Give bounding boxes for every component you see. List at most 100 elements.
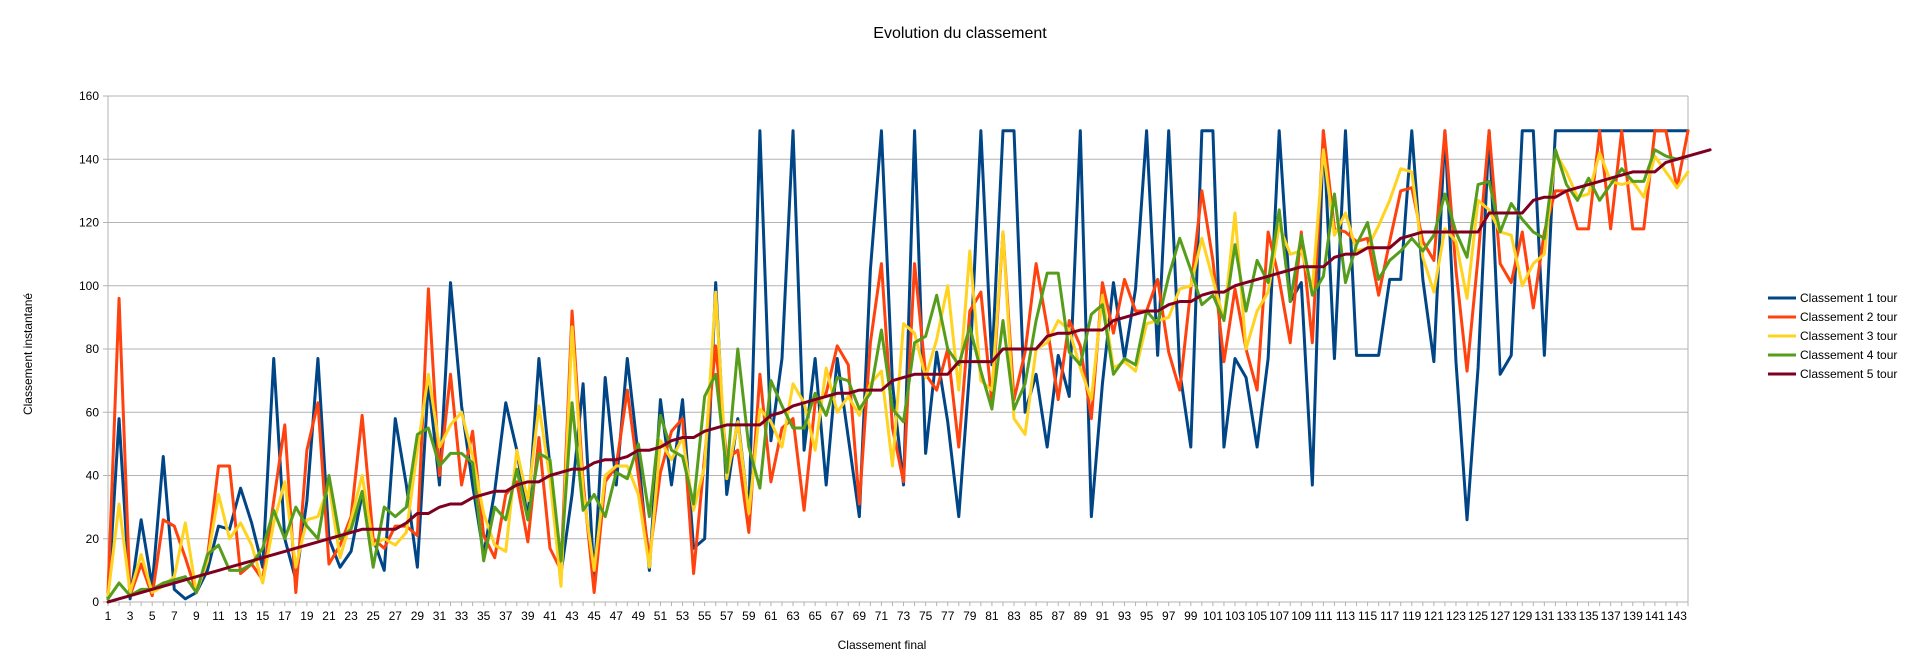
x-tick-label-49: 49 [632, 609, 646, 623]
y-tick-label-140: 140 [79, 152, 99, 166]
x-tick-label-121: 121 [1424, 609, 1444, 623]
x-tick-label-143: 143 [1667, 609, 1687, 623]
x-tick-label-69: 69 [853, 609, 867, 623]
x-tick-label-67: 67 [831, 609, 845, 623]
x-tick-label-123: 123 [1446, 609, 1466, 623]
x-tick-label-73: 73 [897, 609, 911, 623]
y-tick-label-20: 20 [86, 532, 100, 546]
x-tick-label-37: 37 [499, 609, 513, 623]
x-tick-label-103: 103 [1225, 609, 1245, 623]
x-tick-label-113: 113 [1336, 609, 1355, 623]
x-tick-label-131: 131 [1534, 609, 1554, 623]
x-tick-label-109: 109 [1291, 609, 1311, 623]
x-tick-label-55: 55 [698, 609, 712, 623]
legend-label-4: Classement 4 tour [1800, 348, 1897, 362]
y-tick-label-60: 60 [86, 405, 100, 419]
x-tick-label-39: 39 [521, 609, 535, 623]
x-tick-label-13: 13 [234, 609, 248, 623]
x-tick-label-9: 9 [193, 609, 200, 623]
x-tick-label-59: 59 [742, 609, 756, 623]
x-tick-label-91: 91 [1096, 609, 1110, 623]
x-tick-label-33: 33 [455, 609, 469, 623]
x-tick-label-23: 23 [344, 609, 358, 623]
x-tick-label-43: 43 [565, 609, 579, 623]
chart-title: Evolution du classement [873, 25, 1047, 42]
x-tick-label-53: 53 [676, 609, 690, 623]
x-tick-label-31: 31 [433, 609, 447, 623]
x-tick-label-127: 127 [1490, 609, 1510, 623]
series-line-4 [106, 148, 1690, 601]
x-tick-label-63: 63 [786, 609, 800, 623]
x-tick-label-87: 87 [1052, 609, 1066, 623]
axes [103, 95, 1689, 606]
legend-label-1: Classement 1 tour [1800, 291, 1897, 305]
x-tick-label-125: 125 [1468, 609, 1488, 623]
x-tick-label-133: 133 [1556, 609, 1576, 623]
x-tick-label-79: 79 [963, 609, 977, 623]
x-tick-label-119: 119 [1402, 609, 1421, 623]
series-lines [106, 129, 1712, 604]
y-tick-label-120: 120 [79, 216, 99, 230]
grid-lines [108, 95, 1688, 603]
x-tick-label-129: 129 [1512, 609, 1532, 623]
x-tick-label-15: 15 [256, 609, 270, 623]
legend-label-5: Classement 5 tour [1800, 367, 1897, 381]
x-tick-label-89: 89 [1074, 609, 1088, 623]
x-tick-label-47: 47 [610, 609, 624, 623]
x-tick-label-135: 135 [1579, 609, 1599, 623]
y-tick-label-40: 40 [86, 469, 100, 483]
x-tick-label-115: 115 [1358, 609, 1377, 623]
y-tick-label-0: 0 [92, 595, 99, 609]
series-line-3 [106, 148, 1690, 598]
series-line-5 [106, 148, 1712, 604]
x-tick-label-21: 21 [322, 609, 336, 623]
x-tick-label-139: 139 [1623, 609, 1643, 623]
x-tick-label-7: 7 [171, 609, 178, 623]
x-tick-label-35: 35 [477, 609, 491, 623]
x-tick-label-17: 17 [278, 609, 292, 623]
x-tick-label-95: 95 [1140, 609, 1154, 623]
legend-label-2: Classement 2 tour [1800, 310, 1897, 324]
x-axis-label: Classement final [838, 638, 927, 652]
x-tick-label-3: 3 [127, 609, 134, 623]
legend: Classement 1 tour Classement 2 tour Classe… [1768, 291, 1897, 381]
x-tick-label-81: 81 [985, 609, 999, 623]
x-tick-label-65: 65 [808, 609, 822, 623]
x-tick-label-71: 71 [875, 609, 889, 623]
x-tick-labels: 1 3 5 7 9 11 13 15 17 19 21 23 25 27 29 31 33 35 37 39 41 43 4… [105, 609, 1688, 623]
x-tick-label-141: 141 [1645, 609, 1665, 623]
x-tick-label-107: 107 [1269, 609, 1289, 623]
x-tick-label-57: 57 [720, 609, 734, 623]
x-tick-label-27: 27 [389, 609, 403, 623]
x-tick-label-85: 85 [1029, 609, 1043, 623]
x-tick-label-61: 61 [764, 609, 778, 623]
x-tick-label-83: 83 [1007, 609, 1021, 623]
x-tick-label-19: 19 [300, 609, 314, 623]
y-axis-label: Classement instantané [21, 293, 35, 415]
x-tick-label-77: 77 [941, 609, 955, 623]
series-line-2 [106, 129, 1690, 598]
x-tick-label-29: 29 [411, 609, 425, 623]
y-tick-label-160: 160 [79, 89, 99, 103]
x-tick-label-41: 41 [543, 609, 557, 623]
y-tick-labels: 0 20 40 60 80 100 120 140 160 [79, 89, 99, 609]
x-tick-label-45: 45 [587, 609, 601, 623]
x-tick-label-75: 75 [919, 609, 933, 623]
x-tick-label-137: 137 [1601, 609, 1621, 623]
x-tick-label-5: 5 [149, 609, 156, 623]
x-tick-label-25: 25 [366, 609, 380, 623]
y-tick-label-80: 80 [86, 342, 100, 356]
x-tick-label-99: 99 [1184, 609, 1198, 623]
x-tick-label-11: 11 [212, 609, 225, 623]
y-tick-label-100: 100 [79, 279, 99, 293]
legend-label-3: Classement 3 tour [1800, 329, 1897, 343]
x-tick-label-111: 111 [1314, 609, 1333, 623]
x-tick-label-117: 117 [1380, 609, 1399, 623]
x-tick-label-105: 105 [1247, 609, 1267, 623]
x-tick-label-101: 101 [1203, 609, 1223, 623]
x-tick-label-1: 1 [105, 609, 112, 623]
x-tick-label-97: 97 [1162, 609, 1176, 623]
x-tick-label-51: 51 [654, 609, 668, 623]
x-tick-label-93: 93 [1118, 609, 1132, 623]
